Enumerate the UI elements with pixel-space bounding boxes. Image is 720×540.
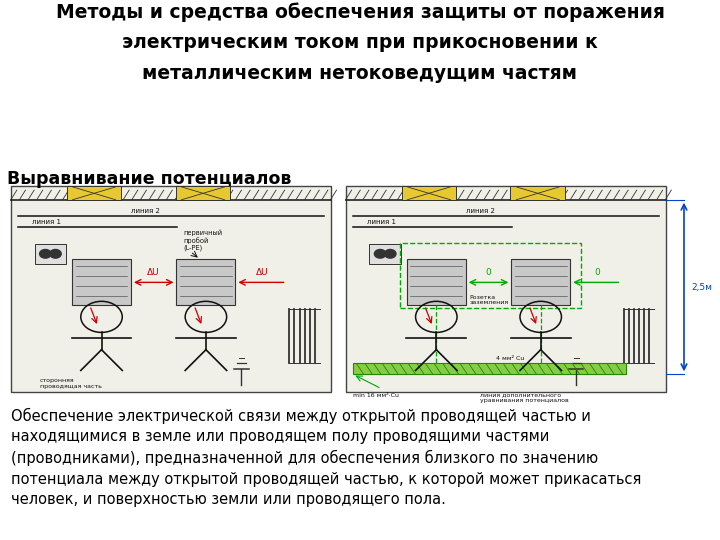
- Text: 4 мм² Cu: 4 мм² Cu: [496, 356, 525, 361]
- Text: линия 1: линия 1: [32, 219, 61, 225]
- Text: линия дополнительного
уравнивания потенциалов: линия дополнительного уравнивания потенц…: [480, 393, 569, 403]
- Bar: [11, 186, 331, 392]
- Text: min 16 мм²·Cu: min 16 мм²·Cu: [353, 393, 399, 397]
- Text: 2,5м: 2,5м: [691, 282, 712, 292]
- Bar: [176, 186, 230, 200]
- Text: 0: 0: [486, 268, 491, 277]
- Bar: [346, 186, 666, 392]
- Circle shape: [50, 249, 61, 258]
- Text: 0: 0: [595, 268, 600, 277]
- Text: сторонняя
проводящая часть: сторонняя проводящая часть: [40, 378, 102, 389]
- Bar: [407, 259, 466, 305]
- Bar: [35, 244, 66, 264]
- Bar: [402, 186, 456, 200]
- Text: линия 2: линия 2: [131, 208, 160, 214]
- Text: металлическим нетоковедущим частям: металлическим нетоковедущим частям: [143, 64, 577, 83]
- Text: Обеспечение электрической связи между открытой проводящей частью и
находящимися : Обеспечение электрической связи между от…: [11, 408, 642, 507]
- Text: Выравнивание потенциалов: Выравнивание потенциалов: [7, 170, 292, 188]
- Circle shape: [384, 249, 396, 258]
- Bar: [511, 259, 570, 305]
- Text: линия 2: линия 2: [466, 208, 495, 214]
- Text: первичный
пробой
(L-PE): первичный пробой (L-PE): [184, 230, 223, 251]
- Circle shape: [40, 249, 51, 258]
- Text: ΔU: ΔU: [148, 268, 160, 277]
- Bar: [67, 186, 122, 200]
- Text: Розетка
заземления: Розетка заземления: [469, 294, 508, 305]
- Text: линия 1: линия 1: [367, 219, 396, 225]
- Bar: [353, 363, 626, 374]
- Text: Методы и средства обеспечения защиты от поражения: Методы и средства обеспечения защиты от …: [55, 3, 665, 22]
- Bar: [369, 244, 401, 264]
- Circle shape: [374, 249, 386, 258]
- Bar: [176, 259, 235, 305]
- Bar: [510, 186, 565, 200]
- Text: электрическим током при прикосновении к: электрическим током при прикосновении к: [122, 33, 598, 52]
- Bar: [72, 259, 131, 305]
- Text: ΔU: ΔU: [256, 268, 269, 277]
